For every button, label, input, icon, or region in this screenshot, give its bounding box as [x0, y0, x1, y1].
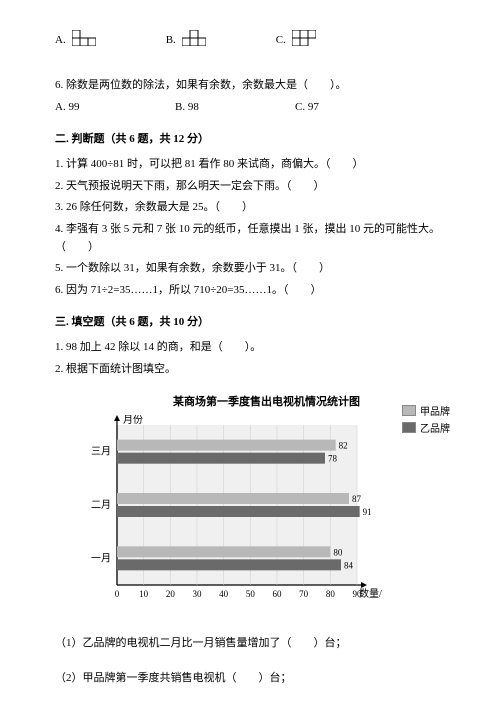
legend-a: 甲品牌: [402, 403, 450, 418]
q5-shape-a: [72, 30, 96, 49]
q5-option-a-label: A.: [55, 34, 66, 46]
svg-text:80: 80: [326, 589, 336, 599]
s2-q6: 6. 因为 71÷2=35……1，所以 710÷20=35……1。（ ）: [55, 282, 450, 300]
svg-text:月份: 月份: [123, 415, 143, 426]
chart-wrap: 某商场第一季度售出电视机情况统计图 甲品牌 乙品牌 月份 0 10 20 30 40 50 6…: [83, 393, 450, 615]
s3-q1: 1. 98 加上 42 除以 14 的商，和是（ ）。: [55, 339, 450, 357]
svg-text:82: 82: [339, 440, 348, 450]
section3-title: 三. 填空题（共 6 题，共 10 分）: [55, 313, 450, 329]
legend-b-label: 乙品牌: [420, 420, 450, 435]
svg-text:78: 78: [328, 453, 338, 463]
q5-shape-b: [182, 30, 206, 49]
q5-shape-c: [292, 30, 316, 49]
s3-q2: 2. 根据下面统计图填空。: [55, 361, 450, 379]
svg-text:10: 10: [139, 589, 149, 599]
svg-text:91: 91: [363, 507, 372, 517]
footer-q1: （1）乙品牌的电视机二月比一月销售量增加了（ ）台；: [55, 635, 450, 653]
svg-text:0: 0: [115, 589, 120, 599]
chart-title: 某商场第一季度售出电视机情况统计图: [83, 393, 450, 409]
svg-text:70: 70: [299, 589, 309, 599]
s2-q1: 1. 计算 400÷81 时，可以把 81 看作 80 来试商，商偏大。（ ）: [55, 156, 450, 174]
s2-q5: 5. 一个数除以 31，如果有余数，余数要小于 31。（ ）: [55, 260, 450, 278]
svg-text:20: 20: [166, 589, 176, 599]
svg-text:80: 80: [333, 547, 343, 557]
q5-option-b-label: B.: [166, 34, 176, 46]
q5-option-c-label: C.: [276, 34, 286, 46]
q6-text: 6. 除数是两位数的除法，如果有余数，余数最大是（ ）。: [55, 77, 450, 95]
svg-text:数量/台: 数量/台: [359, 587, 383, 600]
svg-text:60: 60: [273, 589, 283, 599]
q6-options: A. 99 B. 98 C. 97: [55, 99, 450, 117]
s2-q3: 3. 26 除任何数，余数最大是 25。（ ）: [55, 199, 450, 217]
svg-text:84: 84: [344, 560, 354, 570]
footer-q2: （2）甲品牌第一季度共销售电视机（ ）台；: [55, 670, 450, 688]
section2-title: 二. 判断题（共 6 题，共 12 分）: [55, 130, 450, 146]
s2-q4: 4. 李强有 3 张 5 元和 7 张 10 元的纸币，任意摸出 1 张，摸出 …: [55, 221, 450, 256]
q6-option-a: A. 99: [55, 99, 175, 117]
svg-text:二月: 二月: [91, 499, 111, 511]
legend-box-b: [402, 422, 416, 433]
chart-area: 月份0102030405060708090数量/台8278三月8791二月808…: [83, 415, 383, 615]
svg-text:30: 30: [193, 589, 203, 599]
svg-text:40: 40: [219, 589, 229, 599]
legend-box-a: [402, 405, 416, 416]
svg-text:87: 87: [352, 494, 362, 504]
q6-option-b: B. 98: [175, 99, 295, 117]
q6-option-c: C. 97: [295, 99, 319, 117]
svg-text:一月: 一月: [91, 552, 111, 564]
svg-text:50: 50: [246, 589, 256, 599]
svg-text:三月: 三月: [91, 445, 111, 457]
chart-legend: 甲品牌 乙品牌: [402, 401, 450, 437]
legend-a-label: 甲品牌: [420, 403, 450, 418]
s2-q2: 2. 天气预报说明天下雨，那么明天一定会下雨。（ ）: [55, 178, 450, 196]
page-container: A. B. C. 6. 除数是两位数的除法，如果有余数，余数最大是（ ）。 A.…: [0, 0, 500, 707]
q5-options-row: A. B. C.: [55, 30, 450, 49]
legend-b: 乙品牌: [402, 420, 450, 435]
